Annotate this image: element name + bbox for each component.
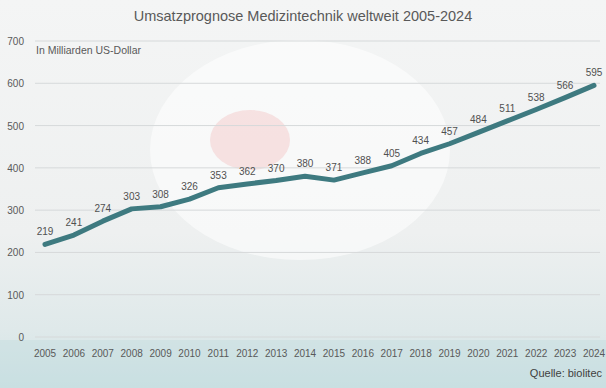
x-tick-label: 2013 (265, 348, 288, 359)
x-tick-label: 2014 (294, 348, 317, 359)
data-label: 538 (528, 92, 545, 103)
x-tick-label: 2015 (323, 348, 346, 359)
data-label: 371 (326, 162, 343, 173)
data-label: 388 (354, 155, 371, 166)
y-tick-label: 200 (7, 247, 24, 258)
data-label: 326 (181, 181, 198, 192)
plot (45, 85, 594, 244)
x-tick-label: 2007 (92, 348, 115, 359)
y-tick-label: 500 (7, 121, 24, 132)
backdrop (210, 110, 290, 170)
data-label: 484 (470, 114, 487, 125)
data-label: 353 (210, 170, 227, 181)
data-label: 219 (37, 226, 54, 237)
data-label: 370 (268, 163, 285, 174)
grid-line (35, 41, 600, 42)
x-tick-label: 2019 (438, 348, 461, 359)
x-tick-label: 2022 (525, 348, 548, 359)
y-tick-label: 100 (7, 290, 24, 301)
grid-line (35, 83, 600, 84)
x-tick-label: 2018 (410, 348, 433, 359)
data-label: 303 (123, 191, 140, 202)
data-label: 511 (499, 103, 515, 114)
x-tick-label: 2024 (583, 348, 606, 359)
data-label: 362 (239, 166, 256, 177)
data-label: 241 (66, 217, 83, 228)
x-tick-label: 2016 (352, 348, 375, 359)
source: Quelle: biolitec (530, 367, 603, 379)
x-tick-label: 2005 (34, 348, 57, 359)
title: Umsatzprognose Medizintechnik weltweit 2… (134, 8, 473, 24)
grid-line (35, 125, 600, 126)
x-tick-label: 2006 (63, 348, 86, 359)
data-label: 405 (383, 148, 400, 159)
grid-line (35, 294, 600, 295)
grid-line (35, 210, 600, 211)
x-tick-label: 2009 (149, 348, 172, 359)
data-label: 308 (152, 189, 169, 200)
x-tick-label: 2017 (381, 348, 404, 359)
y-tick-label: 700 (7, 36, 24, 47)
x-tick-label: 2023 (554, 348, 577, 359)
subtitle: In Milliarden US-Dollar (36, 44, 142, 56)
data-label: 434 (412, 135, 429, 146)
x-tick-label: 2010 (178, 348, 201, 359)
x-tick-label: 2011 (208, 348, 230, 359)
x-tick-label: 2020 (467, 348, 490, 359)
grid-line (35, 167, 600, 168)
backdrop (0, 340, 606, 388)
chart: 0 100 200 300 400 500 600 700 2005 2006 2007 2008 20… (0, 0, 606, 388)
line (45, 85, 594, 244)
y-tick-label: 0 (18, 332, 24, 343)
x-tick-label: 2021 (496, 348, 519, 359)
data-label: 274 (94, 203, 111, 214)
y-tick-label: 400 (7, 163, 24, 174)
data-label: 457 (441, 126, 458, 137)
y-tick-label: 600 (7, 78, 24, 89)
grid-line (35, 337, 600, 338)
x-tick-label: 2008 (121, 348, 144, 359)
backdrop (150, 40, 450, 260)
data-label: 595 (586, 67, 603, 78)
grid-line (35, 252, 600, 253)
y-tick-label: 300 (7, 205, 24, 216)
data-label: 380 (297, 158, 314, 169)
x-tick-label: 2012 (236, 348, 259, 359)
data-label: 566 (557, 80, 574, 91)
